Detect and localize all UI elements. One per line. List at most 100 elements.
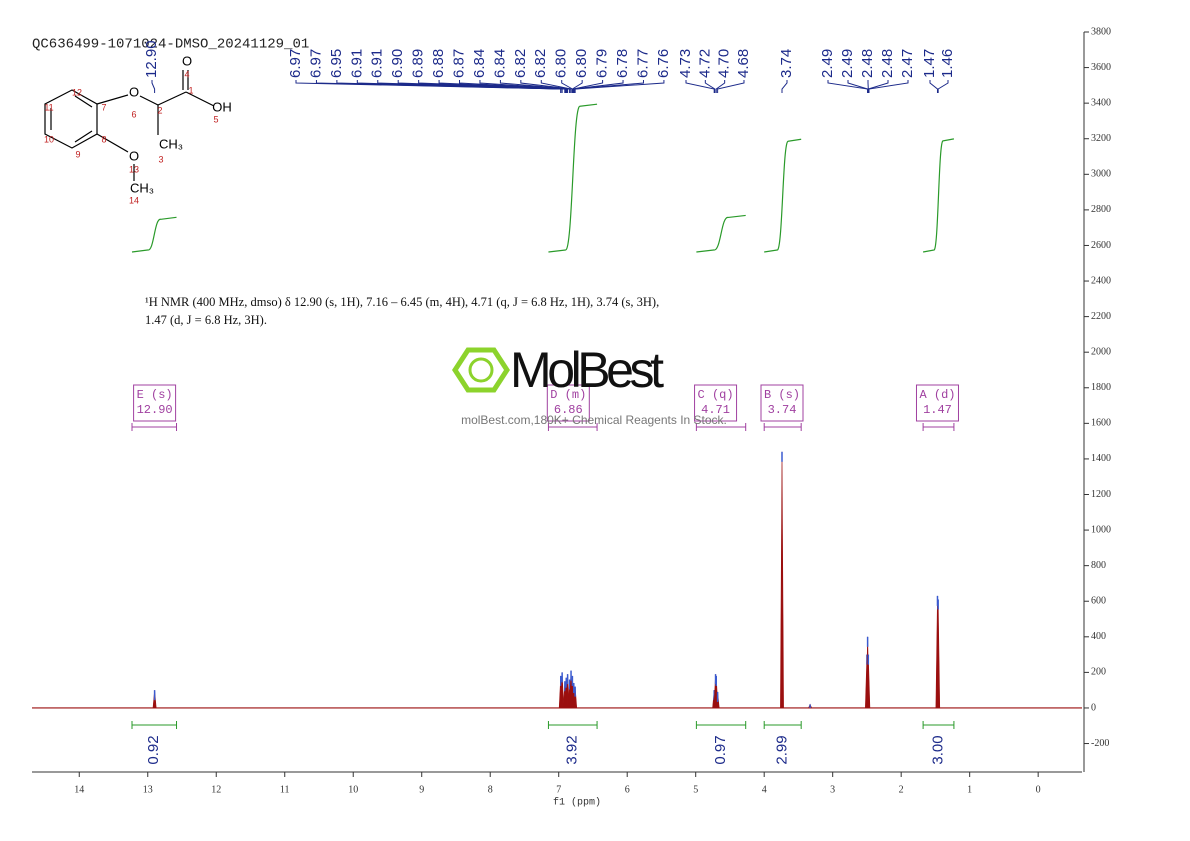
logo-hexagon [452,347,510,393]
peak-label: 6.89 [410,49,427,78]
integral-label: 3.92 [564,735,581,764]
x-tick-label: 12 [211,784,221,795]
atom-number: 4 [184,69,189,79]
atom-number: 8 [101,134,106,144]
y-tick-label: -200 [1091,738,1109,749]
y-tick-label: 600 [1091,596,1106,607]
peak-label: 4.73 [677,49,694,78]
atom-number: 5 [213,114,218,124]
peak-label-connector [929,80,938,93]
peak-label: 6.76 [655,49,672,78]
y-tick-label: 200 [1091,667,1106,678]
peak-label-connector [571,80,583,93]
peak-label: 6.79 [594,49,611,78]
peak-label: 2.49 [819,49,836,78]
peak-label: 6.90 [389,49,406,78]
multiplet-label: A (d) [919,388,955,402]
peak-label-connector [572,80,604,93]
peak-label: 6.82 [512,49,529,78]
peak-label: 1.46 [939,49,956,78]
y-tick-label: 2400 [1091,275,1111,286]
x-tick-label: 8 [488,784,493,795]
bond [74,95,93,108]
peak-label: 6.77 [634,49,651,78]
integral-curve [922,138,955,253]
peak-label: 6.80 [553,49,570,78]
multiplet-box [133,384,177,422]
atom-number: 10 [44,134,54,144]
x-tick-label: 1 [967,784,972,795]
y-tick-label: 3800 [1091,26,1111,37]
x-tick-label: 7 [556,784,561,795]
x-tick-label: 3 [830,784,835,795]
logo-circle [468,357,494,383]
integral-curve [131,216,177,253]
peak-label-connector [717,80,745,93]
x-tick-label: 11 [280,784,290,795]
multiplet-shift: 1.47 [923,403,952,417]
peak-label: 2.49 [839,49,856,78]
atom-number: 1 [188,85,193,95]
multiplet-box [546,384,590,422]
peak [780,451,784,709]
x-tick-label: 2 [899,784,904,795]
logo-icon [452,347,510,393]
y-tick-label: 0 [1091,702,1096,713]
x-axis-label: f1 (ppm) [553,797,601,809]
peak-label-connector [847,80,869,93]
multiplet-box [915,384,959,422]
multiplet-bracket [922,423,955,431]
nmr-description: 1.47 (d, J = 6.8 Hz, 3H). [145,313,267,327]
x-tick-label: 0 [1036,784,1041,795]
peak-label-connector [459,80,569,93]
integral-curve [696,214,746,253]
peak-label: 6.97 [307,49,324,78]
y-tick-label: 3200 [1091,133,1111,144]
y-tick-label: 2200 [1091,311,1111,322]
bond [157,91,187,106]
peak-label-connector [573,80,644,93]
integral-label: 2.99 [774,735,791,764]
peak [936,599,941,709]
peak-label-connector [715,80,726,93]
multiplet-shift: 6.86 [554,403,583,417]
peak [560,672,565,709]
atom-number: 14 [129,195,139,205]
atom-number: 11 [44,102,53,112]
integral-bracket [763,721,802,729]
peak-label-connector [867,80,889,93]
peak-label-connector [868,80,909,93]
peak-label: 2.48 [859,49,876,78]
x-tick-label: 13 [143,784,153,795]
peak [573,686,578,709]
peak-label-connector [937,80,949,93]
bond [96,94,129,105]
atom-number: 12 [72,87,82,97]
integral-curve [764,138,802,253]
atom-number: 3 [158,154,163,164]
x-tick-label: 9 [419,784,424,795]
peak-label: 6.84 [471,49,488,78]
watermark-tagline: molBest.com,180K+ Chemical Reagents In S… [461,413,727,427]
peak-label: 3.74 [778,49,795,78]
y-tick-label: 1200 [1091,489,1111,500]
multiplet-shift: 3.74 [768,403,797,417]
integral-label: 0.92 [145,735,162,764]
peak-label: 12.90 [143,40,160,78]
integral-bracket [695,721,747,729]
y-tick-label: 1400 [1091,453,1111,464]
nmr-description: ¹H NMR (400 MHz, dmso) δ 12.90 (s, 1H), … [145,295,659,309]
bond [185,91,215,107]
multiplet-shift: 4.71 [701,403,730,417]
atom-label: CH₃ [159,136,183,151]
peak-label: 4.72 [696,49,713,78]
multiplet-bracket [547,423,598,431]
multiplet-box [760,384,804,422]
atom-label: OH [212,99,232,114]
y-tick-label: 3000 [1091,169,1111,180]
x-tick-label: 4 [762,784,767,795]
peak-label-connector [499,80,571,93]
y-tick-label: 2800 [1091,204,1111,215]
peak-label: 6.95 [328,49,345,78]
